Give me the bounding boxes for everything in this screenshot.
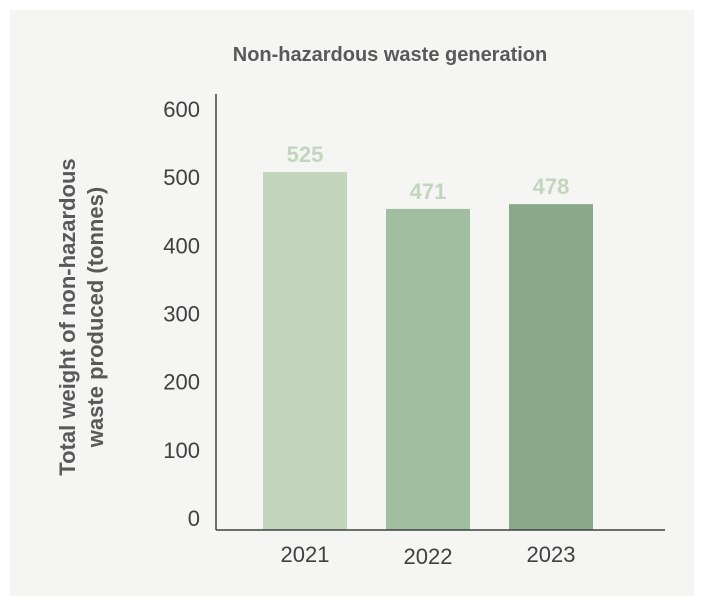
bar-2023 <box>509 204 593 530</box>
y-tick-label: 600 <box>163 97 200 122</box>
y-tick-label: 100 <box>163 438 200 463</box>
bar-2021 <box>263 172 347 531</box>
y-tick-label: 400 <box>163 233 200 258</box>
y-tick-label: 0 <box>188 506 200 531</box>
x-tick-label-2023: 2023 <box>527 542 576 567</box>
x-tick-label-2022: 2022 <box>404 544 453 569</box>
bar-2022 <box>386 208 470 530</box>
data-label-2021: 525 <box>287 142 324 167</box>
y-tick-label: 500 <box>163 165 200 190</box>
x-tick-label-2021: 2021 <box>281 542 330 567</box>
data-label-2022: 471 <box>410 179 447 204</box>
y-tick-label: 300 <box>163 301 200 326</box>
data-label-2023: 478 <box>533 174 570 199</box>
y-tick-label: 200 <box>163 370 200 395</box>
chart-title: Non-hazardous waste generation <box>232 44 548 66</box>
